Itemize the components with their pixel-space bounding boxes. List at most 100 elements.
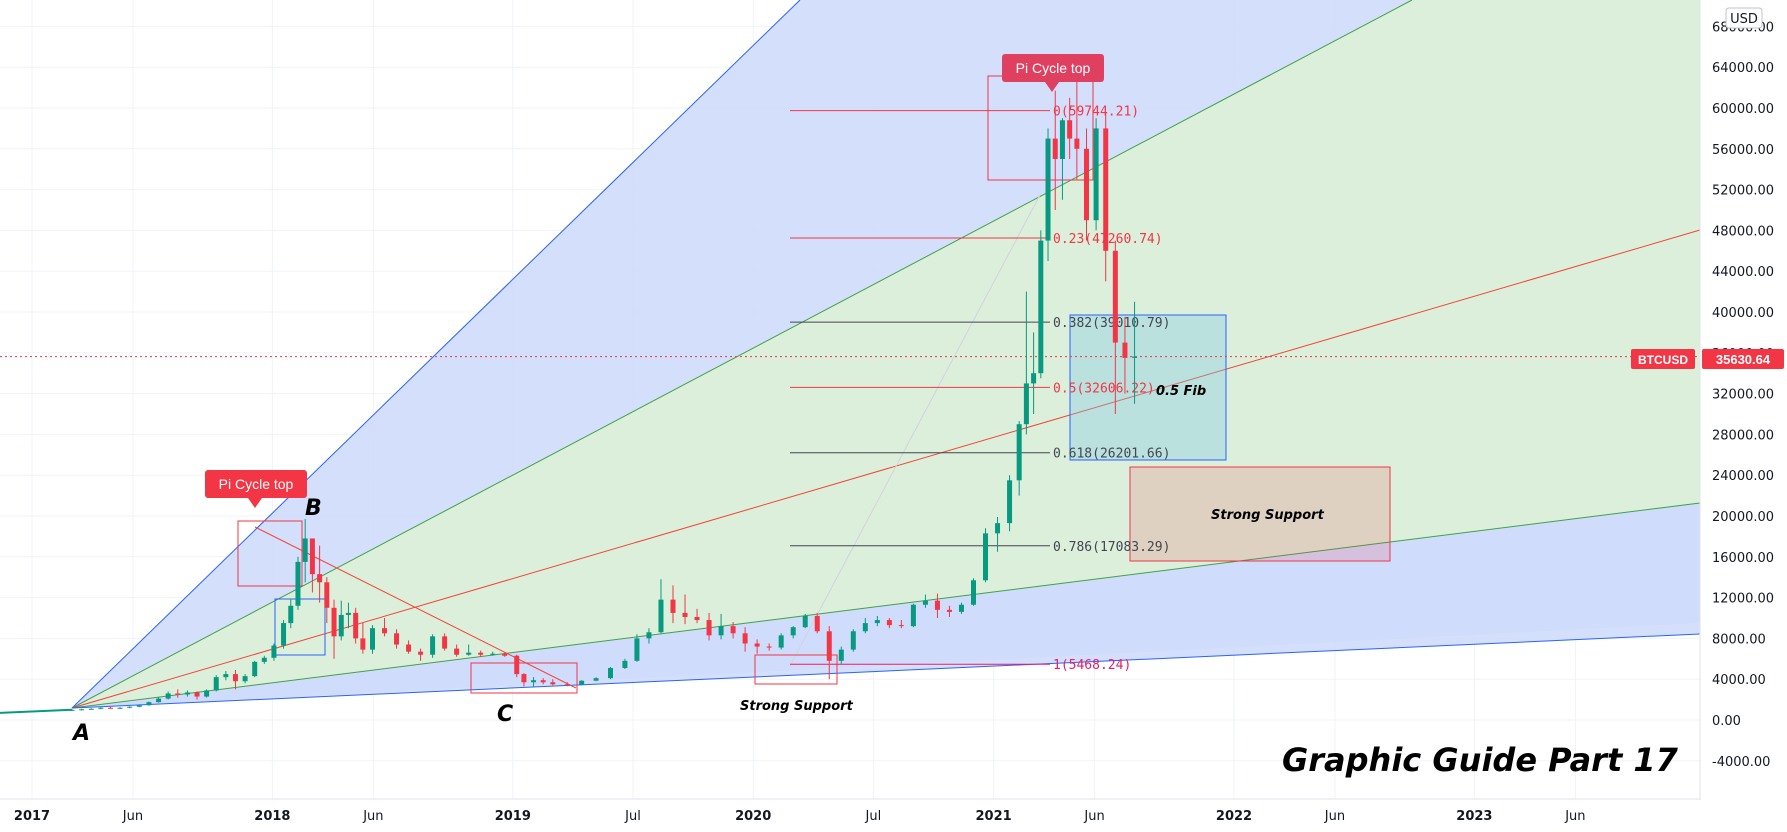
candle-body <box>406 644 412 652</box>
candle-body <box>478 652 484 655</box>
y-tick-label: 8000.00 <box>1712 632 1766 647</box>
candle-body <box>874 620 880 624</box>
fib-label: 0.618(26201.66) <box>1053 447 1170 462</box>
candle <box>490 651 496 656</box>
candle <box>778 633 784 650</box>
candle <box>98 707 104 710</box>
candle-body <box>309 538 315 575</box>
box-2018-bottom <box>470 662 578 694</box>
symbol-badge-text: BTCUSD <box>1638 353 1688 367</box>
candle <box>1112 240 1118 414</box>
candle <box>295 556 301 610</box>
candle <box>331 599 337 659</box>
candle <box>184 690 190 697</box>
candle <box>394 629 400 649</box>
annotations: Pi Cycle top Pi Cycle top A B C Strong S… <box>71 54 1679 779</box>
fan-zone-green <box>72 0 1700 708</box>
candle-body <box>910 604 916 627</box>
candle-body <box>442 636 448 649</box>
candle <box>338 600 344 641</box>
last-price-text: 35630.64 <box>1716 352 1771 367</box>
candle-body <box>1067 120 1073 139</box>
candle-body <box>345 612 351 615</box>
candle-body <box>194 692 200 697</box>
trend-line-fib <box>789 194 1041 667</box>
y-tick-label: 24000.00 <box>1712 469 1774 484</box>
candle <box>242 674 248 684</box>
candle <box>271 643 277 661</box>
candle-body <box>778 635 784 648</box>
candle <box>934 593 940 618</box>
x-tick-label: 2019 <box>495 809 531 824</box>
early-price-segment <box>0 708 73 714</box>
candle <box>593 677 599 682</box>
candle-body <box>564 684 570 686</box>
candle-body <box>288 605 294 624</box>
x-tick-label: Jul <box>624 809 641 824</box>
candle <box>1067 97 1073 159</box>
candle <box>1059 118 1065 200</box>
candle <box>175 689 181 698</box>
candle <box>1031 332 1037 414</box>
chart-title: Graphic Guide Part 17 <box>1282 741 1679 779</box>
candle <box>1052 90 1058 210</box>
fib-label: 0(59744.21) <box>1053 105 1139 120</box>
y-tick-label: 64000.00 <box>1712 61 1774 76</box>
candle-body <box>223 674 229 678</box>
pi-cycle-label-2: Pi Cycle top <box>1002 54 1104 92</box>
point-b-label: B <box>305 496 322 521</box>
candle-body <box>1023 383 1029 425</box>
y-tick-label: 28000.00 <box>1712 428 1774 443</box>
fib-retracement: 0(59744.21)0.23(47260.74)0.382(39010.79)… <box>0 105 1700 673</box>
candle <box>136 704 142 708</box>
candle <box>682 594 688 625</box>
candle <box>88 708 94 710</box>
candle <box>622 658 628 669</box>
currency-badge: USD <box>1725 7 1763 29</box>
candle-body <box>394 633 400 645</box>
candle <box>874 615 880 627</box>
candle-body <box>934 600 940 610</box>
candle-body <box>995 523 1001 534</box>
candle <box>288 599 294 629</box>
y-tick-label: 20000.00 <box>1712 510 1774 525</box>
fib-label: 0.5(32606.22) <box>1053 381 1155 396</box>
candle <box>983 528 989 583</box>
candle <box>1023 291 1029 435</box>
candle-body <box>742 633 748 644</box>
y-tick-label: -4000.00 <box>1712 755 1770 770</box>
candle <box>107 706 113 709</box>
strong-support-label-1: Strong Support <box>740 699 854 714</box>
candle-body <box>69 709 75 711</box>
candle-body <box>213 677 219 691</box>
candle-body <box>271 645 277 658</box>
box-half-fib-zone <box>1069 314 1227 461</box>
candle-body <box>302 538 308 562</box>
candle <box>281 620 287 649</box>
x-tick-label: 2023 <box>1456 809 1492 824</box>
candle-body <box>1074 138 1080 149</box>
x-tick-labels: 2017 Jun 2018 Jun 2019 Jul 2020 Jul 2021 Jun 2022 J… <box>14 809 1586 824</box>
candle-body <box>682 612 688 617</box>
candle-body <box>454 648 460 655</box>
x-tick-label: Jul <box>865 809 882 824</box>
candle-body <box>1007 480 1013 524</box>
candle-body <box>1059 120 1065 159</box>
candle-body <box>1052 138 1058 159</box>
candle <box>127 706 133 709</box>
candle <box>742 627 748 652</box>
y-tick-label: 12000.00 <box>1712 592 1774 607</box>
candle <box>213 675 219 692</box>
fib-label: 0.382(39010.79) <box>1053 316 1170 331</box>
candle <box>1122 317 1128 394</box>
candle-body <box>1132 356 1138 358</box>
candle-body <box>946 609 952 612</box>
candle-body <box>338 614 344 637</box>
candle-body <box>146 702 152 706</box>
candle-body <box>1122 342 1128 358</box>
candle <box>730 622 736 639</box>
candle-body <box>165 693 171 699</box>
candle <box>958 602 964 614</box>
candle-body <box>838 649 844 661</box>
